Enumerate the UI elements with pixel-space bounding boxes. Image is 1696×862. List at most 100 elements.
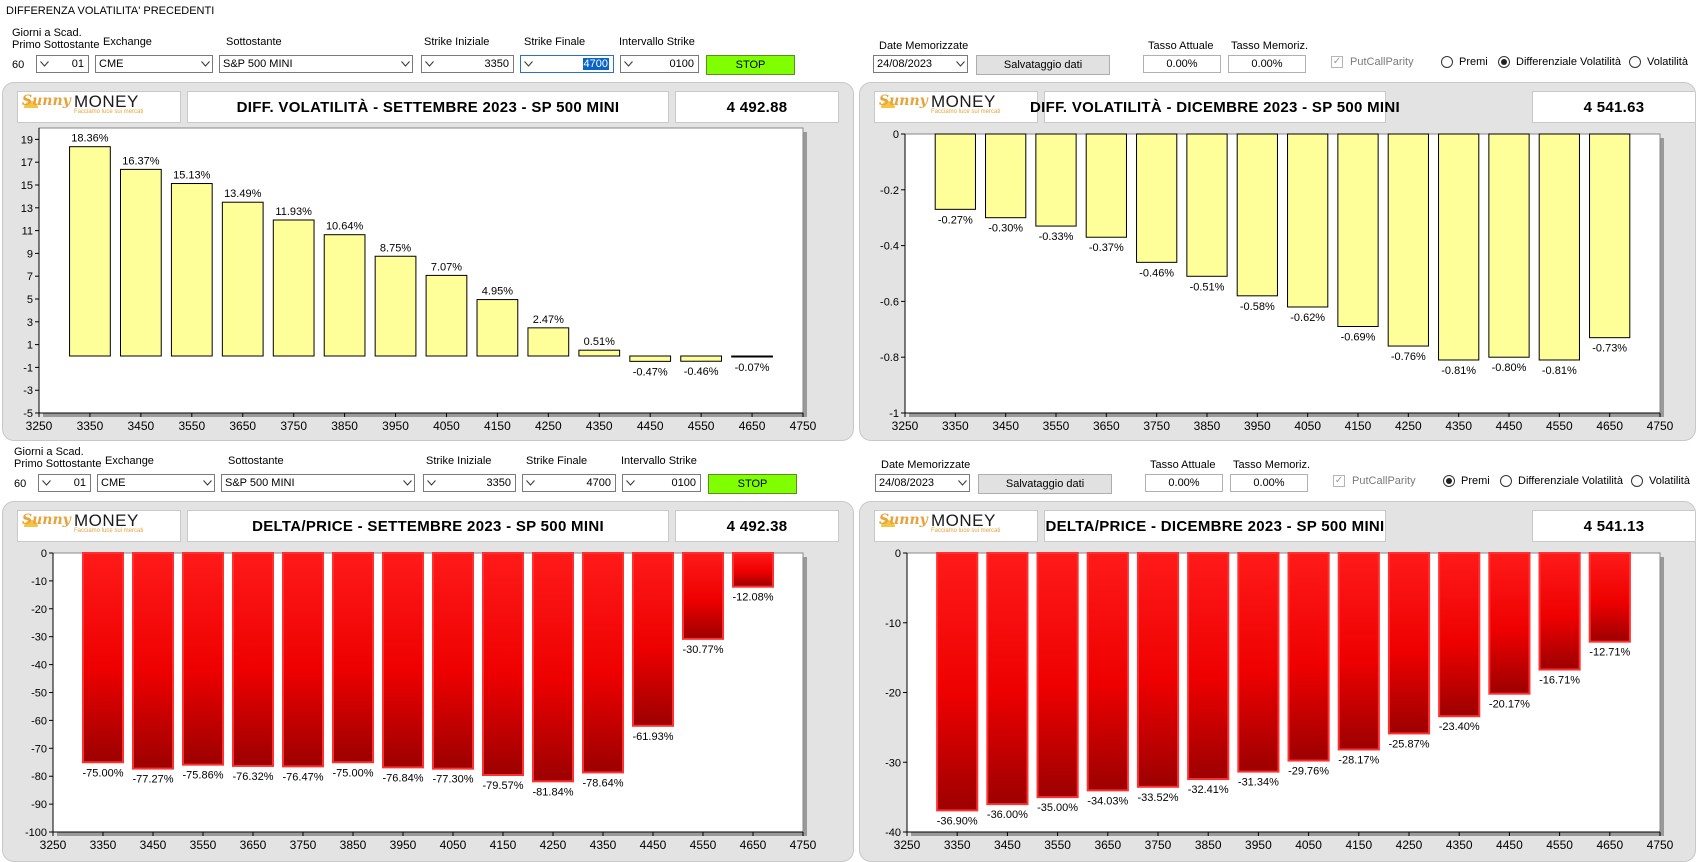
y-tick-label: -40 xyxy=(885,827,901,839)
tasso-memoriz-value: 0.00% xyxy=(1230,474,1308,492)
date-select[interactable]: 24/08/2023 xyxy=(873,55,968,73)
bar xyxy=(323,234,366,357)
radio-volatilita[interactable] xyxy=(1631,475,1643,487)
tasso-attuale-value: 0.00% xyxy=(1145,474,1223,492)
chevron-down-icon xyxy=(38,56,50,72)
bar xyxy=(1136,552,1180,788)
strike-finale-combo[interactable]: 4700 xyxy=(520,55,614,73)
strike-iniziale-combo[interactable]: 3350 xyxy=(421,55,514,73)
bar xyxy=(632,552,674,727)
bar-label: -28.17% xyxy=(1338,754,1379,766)
exchange-select[interactable]: CME xyxy=(95,55,213,73)
radio-premi-label: Premi xyxy=(1461,475,1490,487)
tasso-attuale-label: Tasso Attuale xyxy=(1150,459,1216,471)
bar-label: -35.00% xyxy=(1037,802,1078,814)
sottostante-label: Sottostante xyxy=(228,455,284,467)
bar-label: -12.71% xyxy=(1589,647,1630,659)
save-button[interactable]: Salvataggio dati xyxy=(976,55,1110,75)
x-tick-label: 4050 xyxy=(1295,838,1322,852)
y-tick-label: -70 xyxy=(31,743,47,755)
y-tick-label: -5 xyxy=(23,408,33,420)
bar-label: -0.51% xyxy=(1190,281,1225,293)
bar-label: -23.40% xyxy=(1439,721,1480,733)
bar xyxy=(1337,133,1379,328)
x-tick-label: 4650 xyxy=(740,838,767,852)
chart-panel-delta-settembre: Sunny MONEY Facciamo luce sui mercati DE… xyxy=(2,501,854,862)
chevron-down-icon xyxy=(423,56,435,72)
radio-premi[interactable] xyxy=(1443,475,1455,487)
radio-volatilita[interactable] xyxy=(1629,56,1641,68)
y-tick-label: -20 xyxy=(31,604,47,616)
giorni-combo[interactable]: 01 xyxy=(38,474,91,492)
y-tick-label: -60 xyxy=(31,715,47,727)
strike-finale-combo[interactable]: 4700 xyxy=(522,474,616,492)
bar xyxy=(1036,552,1079,799)
x-tick-label: 3850 xyxy=(1194,419,1221,433)
giorni-combo[interactable]: 01 xyxy=(36,55,89,73)
intervallo-label: Intervallo Strike xyxy=(619,36,695,48)
exchange-select[interactable]: CME xyxy=(97,474,215,492)
y-tick-label: -0.2 xyxy=(880,185,899,197)
strike-iniziale-label: Strike Iniziale xyxy=(424,36,490,48)
x-tick-label: 4150 xyxy=(1345,838,1372,852)
bar xyxy=(936,552,979,812)
x-tick-label: 3950 xyxy=(1245,838,1272,852)
chart-title: DELTA/PRICE - DICEMBRE 2023 - SP 500 MIN… xyxy=(1044,510,1386,542)
chevron-down-icon xyxy=(199,56,211,72)
bar-label: -0.81% xyxy=(1441,365,1476,377)
sottostante-select[interactable]: S&P 500 MINI xyxy=(219,55,413,73)
radio-differenziale[interactable] xyxy=(1500,475,1512,487)
bar-label: -0.80% xyxy=(1492,362,1527,374)
bar xyxy=(1086,552,1129,792)
x-tick-label: 4750 xyxy=(790,838,817,852)
bar-label: -0.37% xyxy=(1089,242,1124,254)
bar xyxy=(527,327,570,357)
x-tick-label: 3750 xyxy=(1143,419,1170,433)
tasso-memoriz-label: Tasso Memoriz. xyxy=(1231,40,1309,52)
save-button[interactable]: Salvataggio dati xyxy=(978,474,1112,494)
radio-differenziale[interactable] xyxy=(1498,56,1510,68)
putcallparity-checkbox[interactable]: ✓ xyxy=(1333,475,1345,487)
underlying-price: 4 541.13 xyxy=(1532,510,1695,542)
y-tick-label: -30 xyxy=(31,632,47,644)
bar-label: 4.95% xyxy=(482,286,513,298)
x-tick-label: 4750 xyxy=(790,419,817,433)
y-tick-label: 19 xyxy=(21,134,33,146)
bar xyxy=(1287,552,1330,762)
bar xyxy=(1085,133,1127,238)
x-tick-label: 4750 xyxy=(1647,419,1674,433)
bar-label: -31.34% xyxy=(1238,777,1279,789)
x-tick-label: 4250 xyxy=(1396,838,1423,852)
x-tick-label: 4550 xyxy=(1546,419,1573,433)
bar xyxy=(221,201,264,357)
strike-finale-label: Strike Finale xyxy=(526,455,588,467)
y-tick-label: -80 xyxy=(31,771,47,783)
bar xyxy=(1588,552,1631,643)
x-tick-label: 3650 xyxy=(229,419,256,433)
x-tick-label: 3950 xyxy=(390,838,417,852)
putcallparity-label: PutCallParity xyxy=(1352,475,1416,487)
tasso-attuale-value: 0.00% xyxy=(1143,55,1221,73)
y-tick-label: -40 xyxy=(31,660,47,672)
bar xyxy=(1136,133,1178,263)
strike-iniziale-combo[interactable]: 3350 xyxy=(423,474,516,492)
x-tick-label: 3450 xyxy=(140,838,167,852)
bar xyxy=(732,552,774,588)
stop-button[interactable]: STOP xyxy=(706,55,795,75)
intervallo-combo[interactable]: 0100 xyxy=(622,474,701,492)
bar-label: -0.58% xyxy=(1240,301,1275,313)
x-tick-label: 3350 xyxy=(944,838,971,852)
sottostante-select[interactable]: S&P 500 MINI xyxy=(221,474,415,492)
date-select[interactable]: 24/08/2023 xyxy=(875,474,970,492)
radio-differenziale-label: Differenziale Volatilità xyxy=(1518,475,1623,487)
bar xyxy=(1538,133,1580,361)
bar-label: -0.62% xyxy=(1290,312,1325,324)
radio-premi[interactable] xyxy=(1441,56,1453,68)
stop-button[interactable]: STOP xyxy=(708,474,797,494)
bar-label: -25.87% xyxy=(1389,738,1430,750)
giorni-label-2: Primo Sottostante xyxy=(14,458,102,470)
intervallo-combo[interactable]: 0100 xyxy=(620,55,699,73)
putcallparity-checkbox[interactable]: ✓ xyxy=(1331,56,1343,68)
bar-label: -0.33% xyxy=(1039,231,1074,243)
x-tick-label: 4650 xyxy=(739,419,766,433)
